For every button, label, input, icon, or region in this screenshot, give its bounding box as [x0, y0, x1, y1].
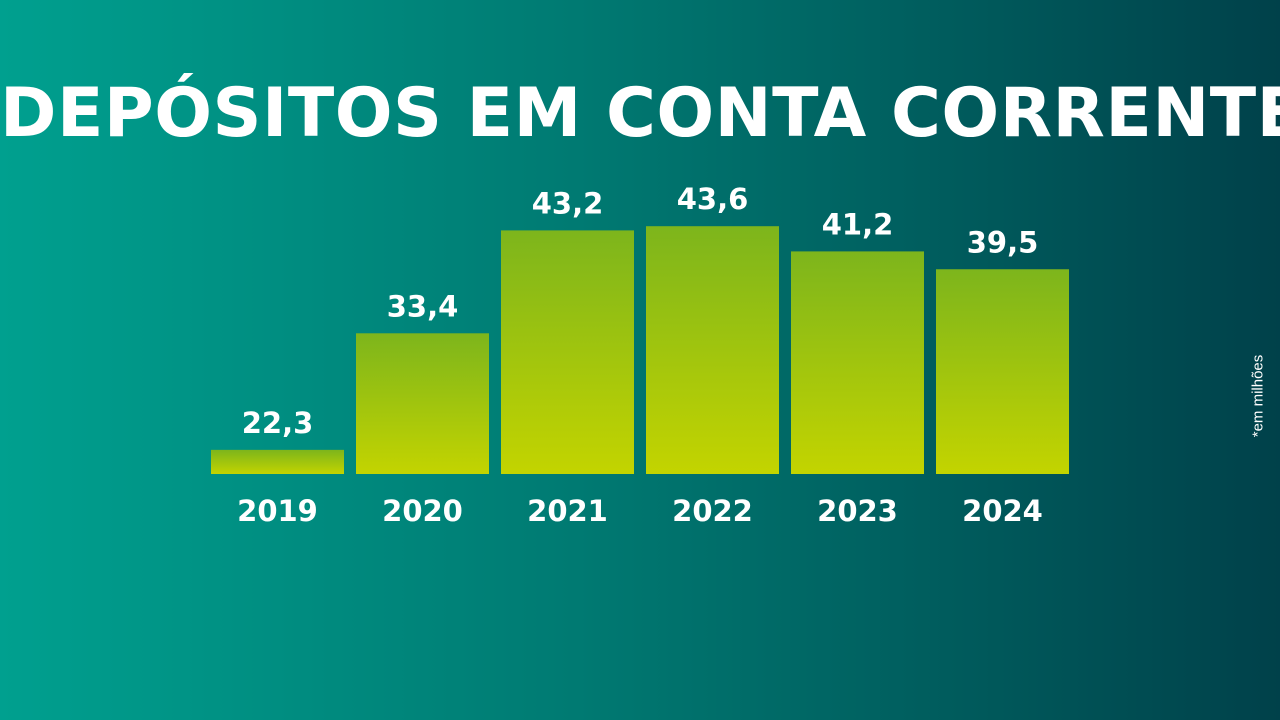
bar-2021 — [501, 230, 634, 474]
bar-2023 — [791, 251, 924, 474]
value-label-2020: 33,4 — [387, 289, 459, 323]
value-label-2022: 43,6 — [677, 182, 749, 216]
bar-2019 — [211, 449, 344, 474]
value-label-2023: 41,2 — [822, 207, 894, 241]
value-label-2024: 39,5 — [967, 225, 1039, 259]
units-footnote: *em milhões — [1249, 354, 1267, 438]
bar-2024 — [936, 269, 1069, 474]
bar-2020 — [356, 333, 489, 474]
category-label-2022: 2022 — [672, 494, 753, 528]
chart-title: DEPÓSITOS EM CONTA CORRENTE — [0, 74, 1280, 153]
category-label-2020: 2020 — [382, 494, 463, 528]
category-label-2021: 2021 — [527, 494, 608, 528]
category-label-2019: 2019 — [237, 494, 318, 528]
bar-2022 — [646, 226, 779, 474]
bars-group: 22,3 2019 33,4 2020 43,2 2021 43,6 2022 41,2 2023… — [211, 182, 1069, 528]
value-label-2021: 43,2 — [532, 186, 604, 220]
category-label-2024: 2024 — [962, 494, 1043, 528]
value-label-2019: 22,3 — [242, 406, 314, 440]
category-label-2023: 2023 — [817, 494, 898, 528]
